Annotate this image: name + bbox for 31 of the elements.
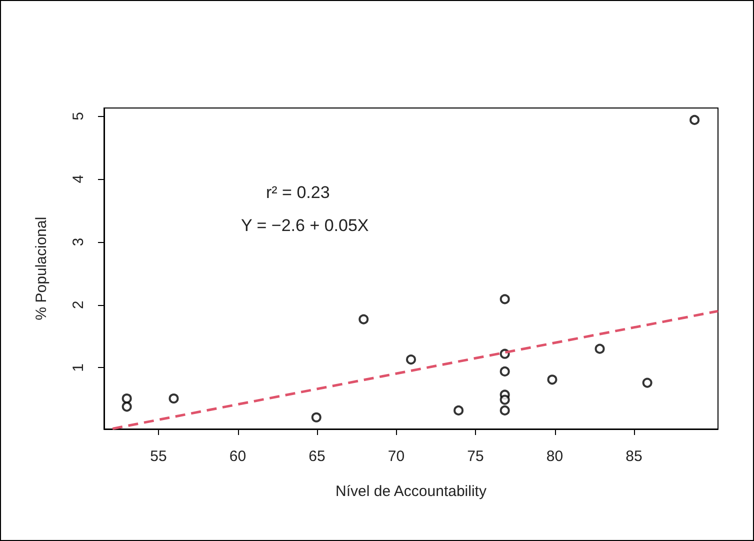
point [122, 394, 132, 404]
point [454, 405, 464, 416]
x-tick-label: 65 [308, 448, 326, 465]
point [547, 374, 558, 385]
point [358, 314, 369, 324]
y-tick-label: 1 [70, 364, 87, 372]
x-tick-label: 85 [626, 448, 642, 465]
x-tick-label: 60 [229, 448, 246, 465]
y-tick-label: 5 [70, 112, 87, 120]
point [500, 294, 510, 304]
x-tick-label: 55 [150, 448, 167, 465]
y-tick-label: 2 [70, 300, 87, 309]
y-axis-title: % Populacional [33, 216, 50, 320]
point [406, 354, 416, 365]
point [122, 402, 132, 412]
annotation: r² = 0.23 [266, 183, 330, 202]
x-tick-label: 80 [546, 448, 564, 465]
point [690, 114, 700, 125]
annotation: Y = −2.6 + 0.05X [241, 216, 369, 235]
point [311, 412, 322, 422]
point [642, 378, 652, 388]
y-tick-label: 4 [70, 174, 87, 184]
point [168, 394, 179, 404]
y-tick-label: 3 [70, 238, 87, 246]
point [594, 344, 605, 354]
point [500, 405, 510, 416]
point [500, 366, 510, 376]
point [500, 394, 510, 405]
x-tick-label: 75 [467, 448, 484, 465]
x-axis-title: Nível de Accountability [336, 483, 487, 500]
x-tick-label: 70 [388, 448, 405, 465]
